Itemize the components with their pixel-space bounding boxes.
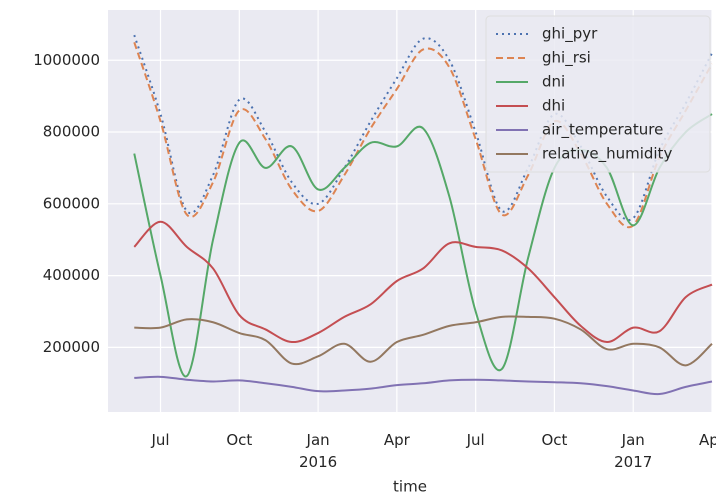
x-tick-label: Oct bbox=[541, 431, 567, 449]
legend-label: ghi_pyr bbox=[542, 25, 598, 44]
y-tick-label: 600000 bbox=[43, 194, 100, 212]
x-tick-label: Jan 2016 bbox=[299, 431, 337, 471]
legend-label: ghi_rsi bbox=[542, 49, 591, 68]
legend-label: relative_humidity bbox=[542, 145, 672, 164]
x-tick-label: Apr bbox=[384, 431, 411, 449]
y-tick-label: 1000000 bbox=[33, 51, 100, 69]
y-tick-label: 200000 bbox=[43, 338, 100, 356]
x-tick-label: Apr bbox=[699, 431, 716, 449]
line-series bbox=[134, 375, 713, 396]
legend-label: air_temperature bbox=[542, 121, 663, 140]
y-tick-label: 400000 bbox=[43, 266, 100, 284]
x-tick-label: Jul bbox=[466, 431, 485, 449]
legend-label: dni bbox=[542, 73, 565, 91]
y-tick-label: 800000 bbox=[43, 123, 100, 141]
x-tick-label: Jan 2017 bbox=[614, 431, 652, 471]
line-series bbox=[133, 34, 713, 221]
line-series bbox=[133, 41, 713, 229]
x-tick-label: Oct bbox=[226, 431, 252, 449]
x-tick-label: Jul bbox=[150, 431, 169, 449]
legend-label: dhi bbox=[542, 97, 565, 115]
line-series bbox=[133, 220, 713, 344]
x-axis-label: time bbox=[393, 478, 427, 496]
line-series bbox=[134, 315, 713, 367]
legend-box bbox=[485, 15, 711, 173]
